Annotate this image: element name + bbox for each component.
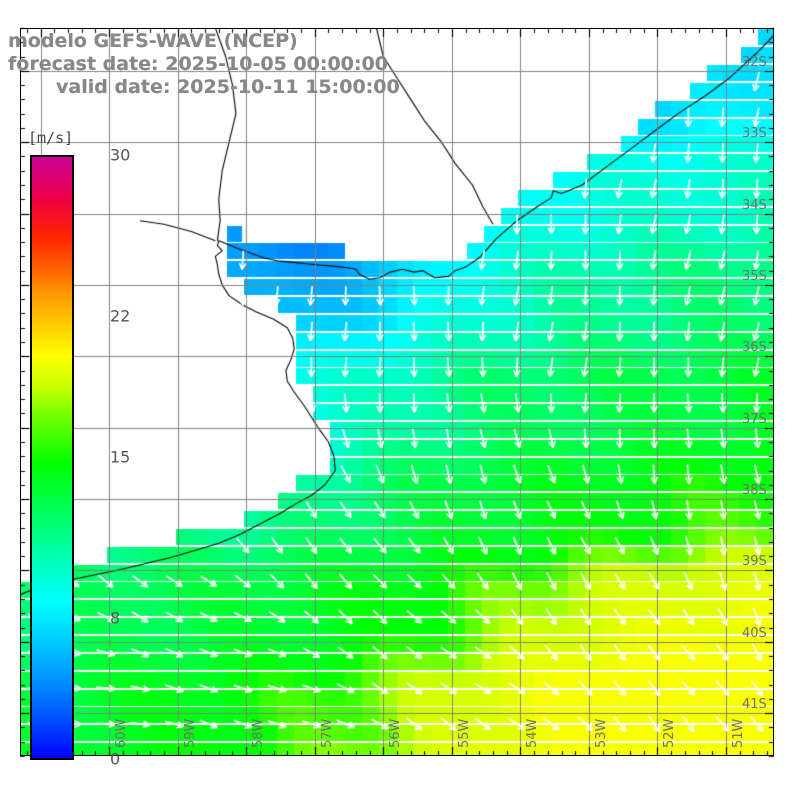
model-title: modelo GEFS-WAVE (NCEP) — [8, 30, 298, 52]
lat-label-35S: 35S — [742, 268, 767, 284]
lat-label-37S: 37S — [742, 411, 767, 427]
colorbar-gradient — [30, 155, 74, 760]
lat-label-33S: 33S — [742, 126, 767, 142]
lat-label-32S: 32S — [742, 54, 767, 70]
valid-date: valid date: 2025-10-11 15:00:00 — [56, 76, 400, 98]
lon-label-53W: 53W — [593, 718, 609, 748]
lon-label-54W: 54W — [525, 718, 541, 748]
wind-direction-arrows — [20, 28, 774, 756]
colorbar-tick-8: 8 — [110, 608, 121, 628]
colorbar-tick-15: 15 — [110, 447, 131, 467]
colorbar-tick-30: 30 — [110, 145, 131, 165]
colorbar[interactable]: 30 22 15 8 0 — [30, 146, 130, 769]
forecast-date: forecast date: 2025-10-05 00:00:00 — [8, 53, 388, 75]
colorbar-tick-22: 22 — [110, 306, 131, 326]
lon-label-52W: 52W — [662, 718, 678, 748]
colorbar-tick-0: 0 — [110, 749, 121, 769]
lon-label-55W: 55W — [456, 718, 472, 748]
lat-label-38S: 38S — [742, 483, 767, 499]
lat-label-41S: 41S — [742, 697, 767, 713]
lon-label-56W: 56W — [388, 718, 404, 748]
lon-label-57W: 57W — [319, 718, 335, 748]
title-block: modelo GEFS-WAVE (NCEP) forecast date: 2… — [8, 30, 400, 99]
lon-label-58W: 58W — [251, 718, 267, 748]
colorbar-unit-label: [m/s] — [28, 129, 74, 147]
lon-label-59W: 59W — [182, 718, 198, 748]
lat-label-36S: 36S — [742, 340, 767, 356]
lon-label-60W: 60W — [114, 718, 130, 748]
map-plot-area[interactable] — [20, 28, 774, 756]
lat-label-40S: 40S — [742, 625, 767, 641]
lon-label-51W: 51W — [731, 718, 747, 748]
lat-label-39S: 39S — [742, 554, 767, 570]
lat-label-34S: 34S — [742, 197, 767, 213]
